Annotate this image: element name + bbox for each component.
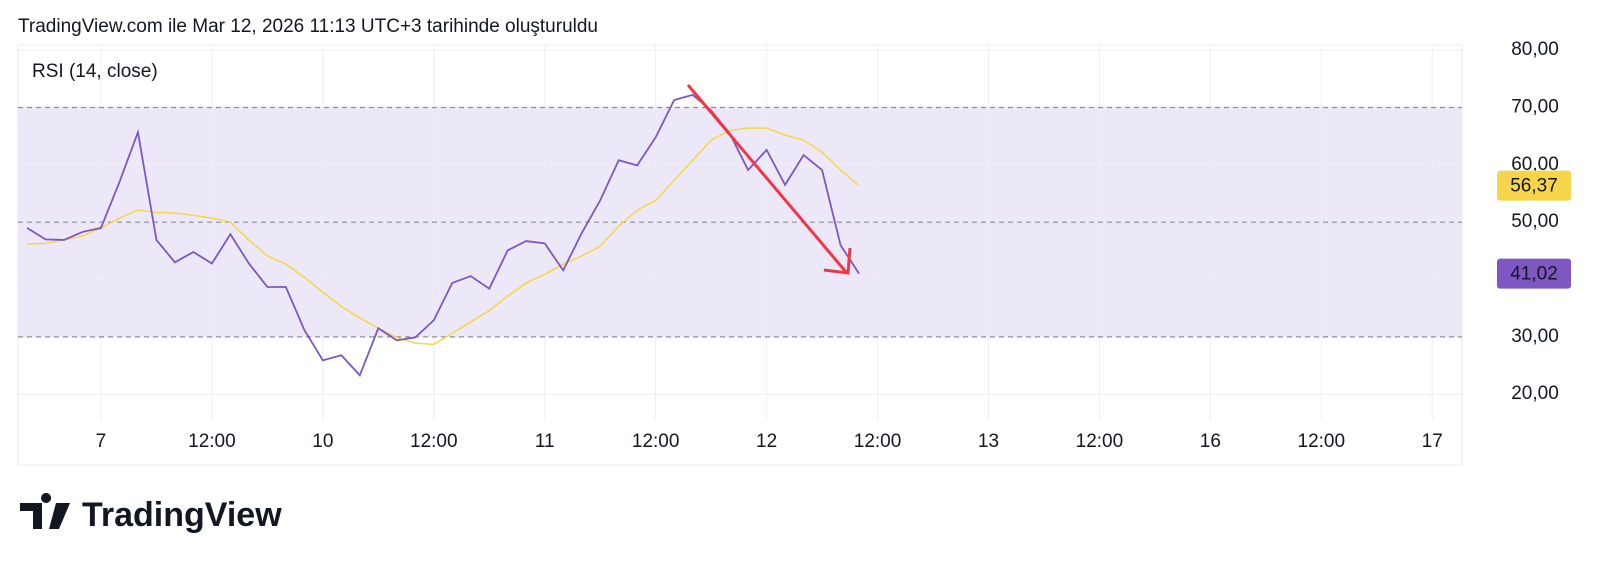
x-tick-label: 12:00 <box>410 431 458 452</box>
header-title: TradingView.com ile Mar 12, 2026 11:13 U… <box>18 16 598 37</box>
y-tick-label: 50,00 <box>1511 211 1559 232</box>
x-tick-label: 12:00 <box>1298 431 1346 452</box>
x-tick-label: 12:00 <box>188 431 236 452</box>
logo-mark <box>20 493 70 529</box>
y-tick-label: 70,00 <box>1511 97 1559 118</box>
x-tick-label: 12:00 <box>854 431 902 452</box>
logo-text: TradingView <box>82 496 282 534</box>
last-value-badge <box>1497 170 1571 201</box>
indicator-title: RSI (14, close) <box>32 61 158 82</box>
x-tick-label: 7 <box>96 431 107 452</box>
x-tick-label: 12 <box>756 431 777 452</box>
series-line <box>26 127 860 346</box>
last-value-badge <box>1497 258 1571 289</box>
x-tick-label: 12:00 <box>1076 431 1124 452</box>
arrow-shaft <box>686 84 848 273</box>
arrow-head <box>823 247 852 275</box>
annotation-arrow <box>686 84 852 275</box>
y-tick-label: 80,00 <box>1511 39 1559 60</box>
y-tick-label: 30,00 <box>1511 326 1559 347</box>
last-value-label: 41,02 <box>1510 264 1558 285</box>
y-tick-label: 60,00 <box>1511 154 1559 175</box>
x-tick-label: 17 <box>1422 431 1443 452</box>
x-tick-label: 10 <box>312 431 333 452</box>
y-tick-label: 20,00 <box>1511 383 1559 404</box>
x-tick-label: 16 <box>1200 431 1221 452</box>
x-tick-label: 11 <box>535 431 555 452</box>
x-tick-label: 13 <box>978 431 999 452</box>
x-tick-label: 12:00 <box>632 431 680 452</box>
last-value-label: 56,37 <box>1510 176 1558 197</box>
logo: TradingView <box>20 493 282 534</box>
